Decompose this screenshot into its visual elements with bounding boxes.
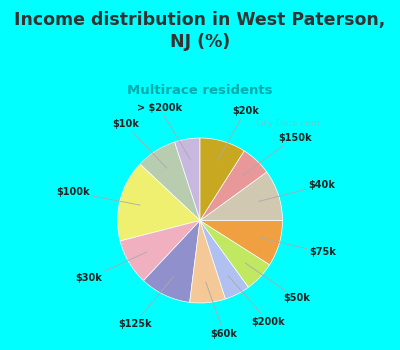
Text: $200k: $200k	[228, 276, 285, 327]
Wedge shape	[200, 220, 282, 265]
Wedge shape	[118, 164, 200, 241]
Text: $30k: $30k	[75, 252, 147, 284]
Wedge shape	[200, 220, 248, 299]
Wedge shape	[190, 220, 226, 303]
Text: $60k: $60k	[206, 282, 238, 339]
Text: $40k: $40k	[259, 180, 335, 201]
Wedge shape	[200, 220, 270, 287]
Text: Multirace residents: Multirace residents	[127, 84, 273, 97]
Text: $20k: $20k	[217, 106, 259, 161]
Text: $125k: $125k	[118, 276, 174, 329]
Text: $10k: $10k	[112, 119, 167, 168]
Wedge shape	[120, 220, 200, 281]
Text: $150k: $150k	[242, 133, 312, 175]
Wedge shape	[140, 142, 200, 220]
Wedge shape	[200, 138, 244, 220]
Text: Income distribution in West Paterson,
NJ (%): Income distribution in West Paterson, NJ…	[14, 10, 386, 51]
Text: $75k: $75k	[260, 238, 336, 257]
Text: $50k: $50k	[245, 263, 310, 303]
Text: City-Data.com: City-Data.com	[256, 119, 320, 128]
Text: > $200k: > $200k	[137, 103, 190, 159]
Text: $100k: $100k	[56, 187, 140, 205]
Wedge shape	[174, 138, 200, 220]
Wedge shape	[200, 151, 267, 220]
Wedge shape	[200, 172, 282, 220]
Wedge shape	[144, 220, 200, 302]
